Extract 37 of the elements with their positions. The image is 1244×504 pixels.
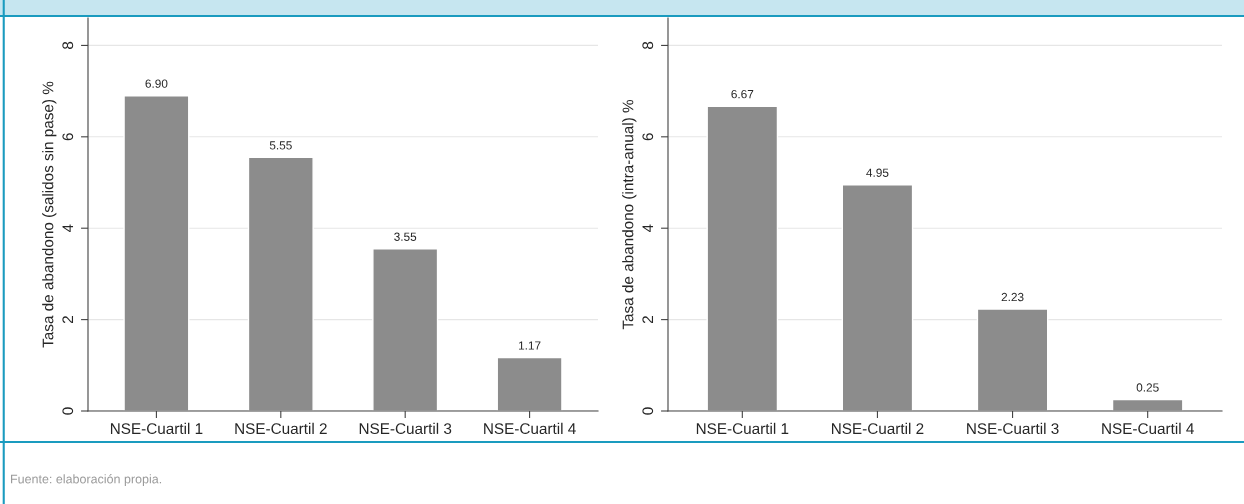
bar — [841, 184, 914, 411]
x-tick-label: NSE-Cuartil 2 — [832, 422, 924, 435]
source-note: Fuente: elaboración propia. — [11, 474, 162, 486]
y-tick-label: 2 — [62, 316, 74, 324]
y-tick-label: 2 — [642, 316, 654, 324]
bar — [496, 356, 563, 411]
y-tick-label: 8 — [62, 41, 74, 49]
bar — [976, 308, 1049, 411]
x-tick-label: NSE-Cuartil 1 — [696, 422, 789, 435]
bar — [706, 105, 779, 411]
y-tick-label: 4 — [642, 224, 654, 233]
y-tick-label: 6 — [642, 133, 654, 141]
y-tick-label: 4 — [62, 224, 74, 233]
data-label: 0.25 — [1136, 383, 1159, 392]
x-tick-label: NSE-Cuartil 1 — [110, 422, 203, 435]
data-label: 1.17 — [519, 341, 541, 350]
data-label: 3.55 — [394, 232, 417, 241]
x-tick-label: NSE-Cuartil 2 — [235, 422, 327, 435]
bar — [123, 94, 190, 411]
y-tick-label: 6 — [62, 133, 74, 141]
x-tick-label: NSE-Cuartil 3 — [967, 422, 1059, 435]
bar — [372, 248, 439, 411]
data-label: 4.95 — [866, 168, 889, 177]
x-tick-label: NSE-Cuartil 3 — [359, 422, 452, 435]
data-label: 2.23 — [1001, 292, 1024, 302]
bar — [247, 156, 314, 411]
x-tick-label: NSE-Cuartil 4 — [484, 422, 576, 435]
y-tick-label: 0 — [62, 407, 74, 415]
bar — [1111, 398, 1184, 411]
x-tick-label: NSE-Cuartil 4 — [1102, 422, 1194, 435]
y-axis-title: Tasa de abandono (intra-anual) % — [622, 99, 637, 330]
data-label: 6.90 — [145, 79, 168, 88]
y-tick-label: 0 — [642, 407, 654, 415]
y-axis-title: Tasa de abandono (salidos sin pase) % — [42, 81, 57, 348]
data-label: 6.67 — [731, 89, 754, 99]
y-tick-label: 8 — [642, 41, 654, 49]
data-label: 5.55 — [269, 141, 292, 150]
